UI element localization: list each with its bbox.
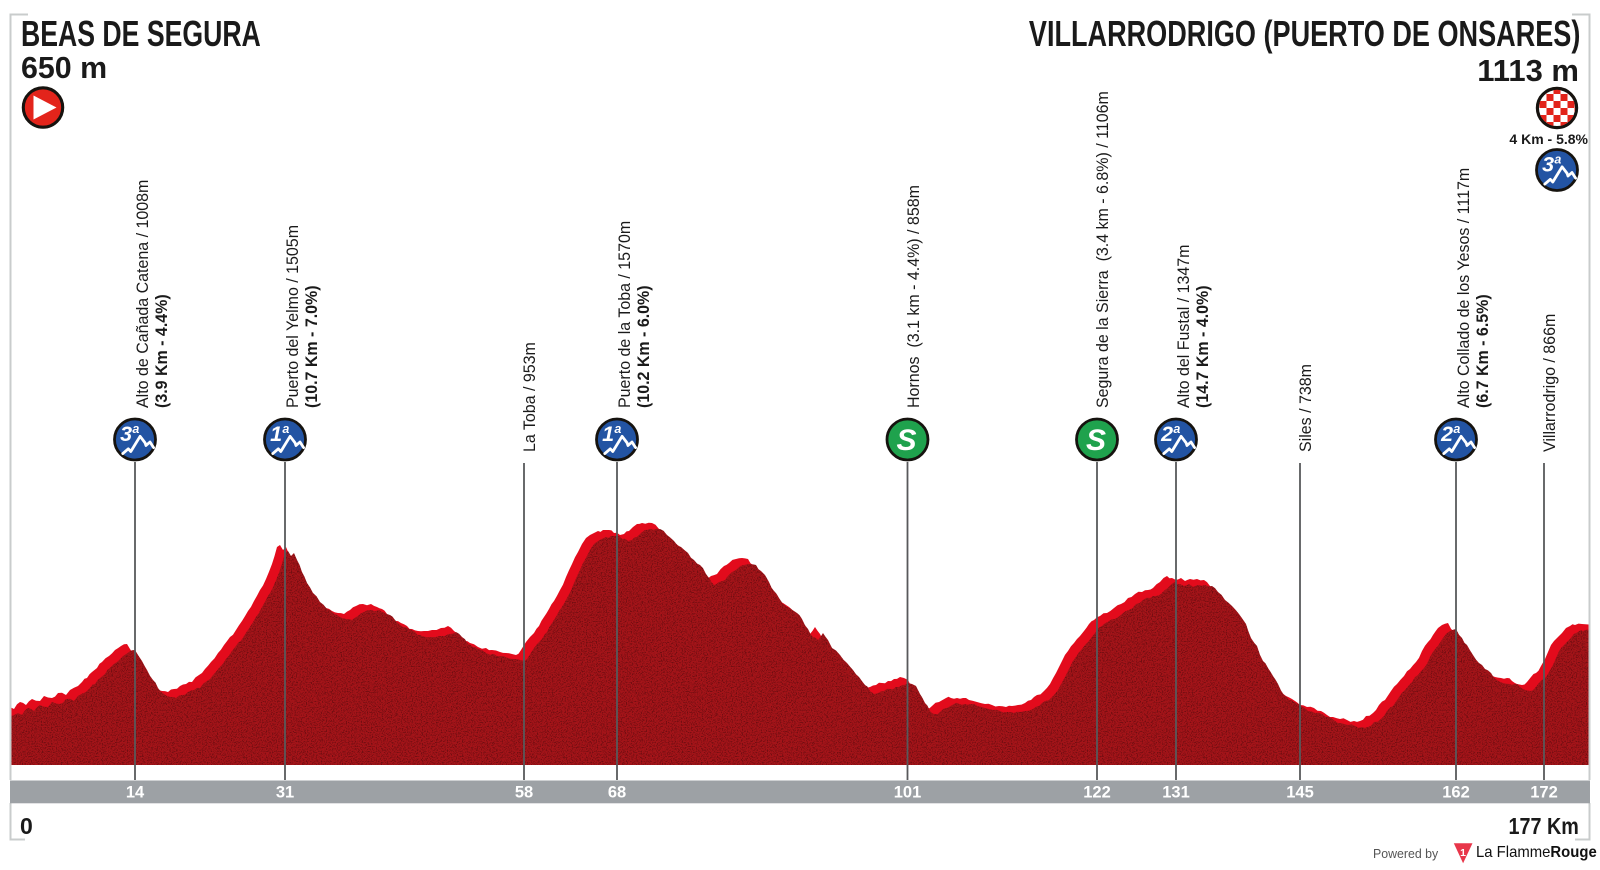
svg-text:131: 131	[1162, 784, 1190, 802]
svg-text:S: S	[1086, 424, 1106, 457]
svg-text:a: a	[1554, 153, 1561, 167]
svg-text:31: 31	[276, 784, 294, 802]
svg-text:101: 101	[894, 784, 922, 802]
svg-text:145: 145	[1286, 784, 1314, 802]
svg-text:2: 2	[1160, 422, 1173, 446]
svg-text:3: 3	[1542, 153, 1554, 177]
svg-text:a: a	[132, 422, 139, 436]
svg-text:122: 122	[1083, 784, 1111, 802]
svg-text:68: 68	[608, 784, 626, 802]
svg-text:1: 1	[270, 422, 282, 446]
svg-text:58: 58	[515, 784, 533, 802]
svg-text:1: 1	[1460, 847, 1466, 859]
svg-text:a: a	[1453, 422, 1460, 436]
svg-text:3: 3	[120, 422, 132, 446]
svg-text:a: a	[282, 422, 289, 436]
svg-text:a: a	[1173, 422, 1180, 436]
svg-text:162: 162	[1442, 784, 1470, 802]
svg-text:14: 14	[126, 784, 145, 802]
svg-text:1: 1	[602, 422, 614, 446]
svg-text:172: 172	[1530, 784, 1558, 802]
svg-text:a: a	[614, 422, 621, 436]
svg-text:S: S	[896, 424, 916, 457]
svg-text:2: 2	[1440, 422, 1453, 446]
